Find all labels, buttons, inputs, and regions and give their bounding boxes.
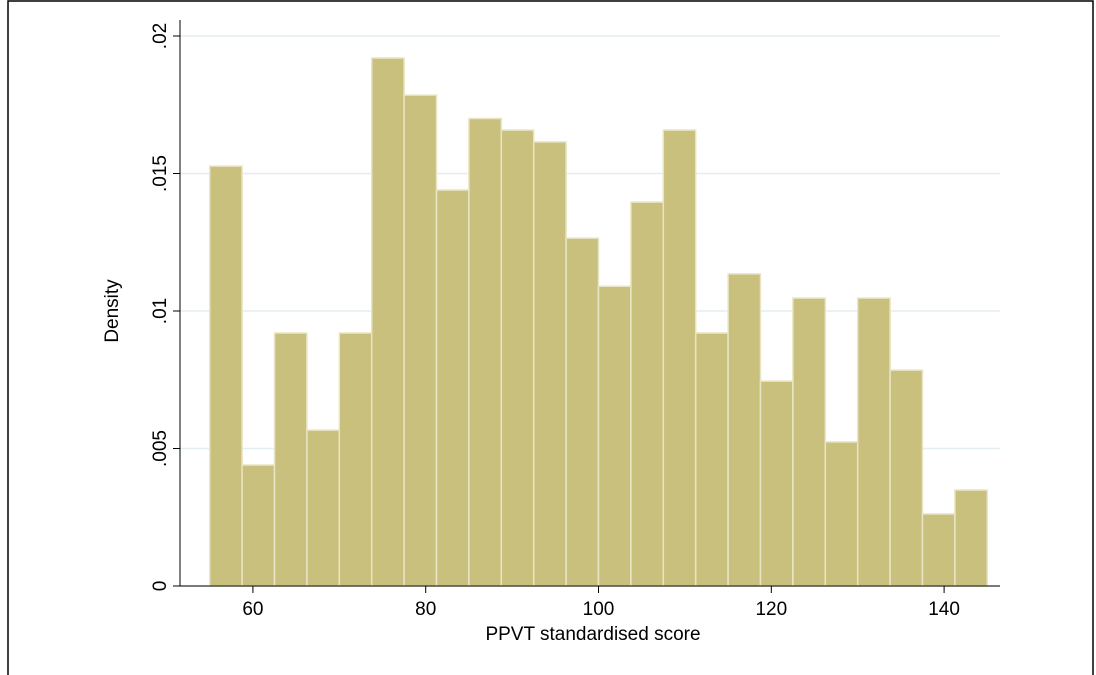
bar — [273, 332, 308, 587]
bar — [597, 285, 632, 587]
bar — [662, 129, 697, 587]
bar — [500, 129, 535, 587]
y-tick-label: .02 — [150, 23, 171, 49]
y-tick-label: 0 — [150, 581, 171, 592]
bar — [630, 201, 665, 587]
bar — [792, 297, 827, 587]
bar — [824, 441, 859, 587]
y-tick-label: .005 — [150, 430, 171, 467]
bar — [694, 332, 729, 587]
bar — [954, 489, 989, 587]
x-tick-label: 100 — [583, 599, 615, 620]
x-axis-label: PPVT standardised score — [485, 624, 700, 645]
x-tick-label: 140 — [928, 599, 960, 620]
bar — [208, 165, 243, 587]
bar — [921, 513, 956, 587]
bar — [759, 380, 794, 587]
bar — [856, 297, 891, 587]
x-tick-label: 120 — [755, 599, 787, 620]
bar — [435, 189, 470, 587]
bar — [727, 273, 762, 587]
bar — [370, 57, 405, 587]
x-tick-label: 80 — [415, 599, 436, 620]
y-tick-label: .01 — [150, 298, 171, 324]
bar — [338, 332, 373, 587]
y-tick-label: .015 — [150, 155, 171, 192]
bar — [241, 464, 276, 587]
y-axis-label: Density — [102, 279, 123, 343]
bar — [403, 94, 438, 587]
bar — [468, 117, 503, 587]
x-tick-label: 60 — [242, 599, 263, 620]
bar — [565, 237, 600, 587]
bar — [306, 429, 341, 587]
bar — [532, 141, 567, 587]
bar — [889, 369, 924, 587]
